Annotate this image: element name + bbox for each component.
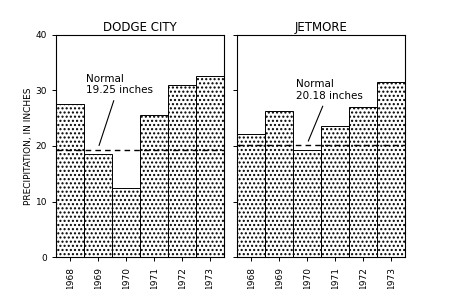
Bar bbox=[266, 111, 293, 257]
Bar bbox=[196, 76, 224, 257]
Bar bbox=[84, 154, 112, 257]
Bar bbox=[237, 134, 266, 257]
Text: Normal
19.25 inches: Normal 19.25 inches bbox=[86, 74, 153, 146]
Bar bbox=[56, 104, 84, 257]
Bar bbox=[168, 85, 196, 257]
Bar bbox=[293, 150, 321, 257]
Bar bbox=[321, 127, 349, 257]
Y-axis label: PRECIPITATION, IN INCHES: PRECIPITATION, IN INCHES bbox=[24, 87, 33, 205]
Bar bbox=[377, 82, 405, 257]
Title: DODGE CITY: DODGE CITY bbox=[103, 21, 177, 34]
Bar bbox=[112, 188, 140, 257]
Text: Normal
20.18 inches: Normal 20.18 inches bbox=[296, 79, 363, 141]
Bar bbox=[349, 107, 377, 257]
Bar bbox=[140, 115, 168, 257]
Title: JETMORE: JETMORE bbox=[295, 21, 347, 34]
